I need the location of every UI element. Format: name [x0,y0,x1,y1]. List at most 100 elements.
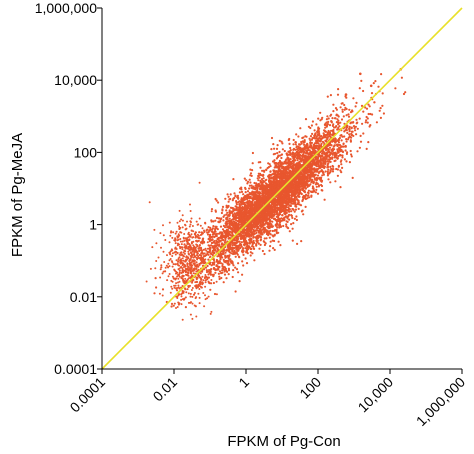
data-point [337,155,340,158]
data-point [319,138,322,141]
data-point [294,148,297,151]
data-point [343,135,346,138]
data-point [236,237,239,241]
data-point [340,118,344,121]
data-point [278,154,281,157]
data-point [218,277,221,281]
data-point [281,171,284,174]
data-point [264,242,267,245]
data-point [311,185,314,188]
data-point [234,266,237,269]
data-point [227,200,230,203]
data-point [288,218,291,221]
data-point [364,106,367,109]
data-point [250,234,253,238]
data-point [315,188,318,191]
data-point [254,222,257,225]
data-point [373,101,376,104]
data-point [285,206,288,209]
data-point [333,144,336,147]
data-point [279,160,282,163]
data-point [326,160,329,163]
data-point [278,208,281,212]
data-point [260,178,263,181]
data-point [235,268,239,271]
data-point [235,219,238,222]
data-point [241,260,244,263]
data-point [225,213,228,216]
data-point [242,247,245,250]
data-point [216,237,219,240]
data-point [250,247,253,251]
data-point [215,239,218,242]
data-point [332,123,335,126]
data-point [301,136,304,140]
data-point [250,237,253,240]
data-point [322,164,325,167]
data-point [253,226,256,229]
data-point [227,195,230,198]
data-point [348,133,351,136]
data-point [342,142,345,145]
data-point [316,192,320,195]
data-point [281,148,284,151]
data-point [321,174,324,177]
data-point [320,176,323,179]
data-point [307,157,310,160]
data-point [296,199,299,202]
data-point [286,189,289,192]
data-point [233,226,236,229]
data-point [224,197,227,200]
data-point [311,162,314,165]
data-point [337,165,340,168]
data-point [248,187,251,190]
data-point [245,245,248,248]
data-point [290,223,293,226]
data-point [253,259,256,262]
data-point [265,219,268,222]
data-point [235,214,238,218]
data-point [226,216,229,219]
data-point [184,306,187,309]
data-point [340,163,343,166]
data-point [347,113,350,116]
data-point [286,209,289,212]
data-point [293,159,296,162]
data-point [222,251,225,254]
data-point [256,214,259,217]
data-point [229,260,232,263]
data-point [214,225,217,228]
data-point [365,115,368,119]
data-point [309,164,312,167]
data-point [239,216,242,219]
data-point [267,162,270,165]
data-point [329,169,332,172]
data-point [302,213,305,216]
data-point [227,247,230,250]
data-point [231,244,234,247]
data-point [259,236,263,239]
data-point [233,252,236,255]
data-point [287,168,290,171]
data-point [310,170,313,173]
data-point [246,228,249,231]
data-point [250,184,253,187]
data-point [291,239,294,242]
data-point [271,187,274,190]
data-point [261,249,264,253]
data-point [276,144,279,147]
data-point [324,122,327,125]
data-point [231,249,234,252]
data-point [251,162,254,165]
data-point [321,154,324,157]
data-point [254,229,257,232]
data-point [333,156,336,159]
data-point [252,223,255,226]
data-point [255,231,258,234]
data-point [350,132,353,135]
data-point [269,181,272,184]
data-point [332,132,335,135]
data-point [234,195,237,198]
data-point [227,263,230,266]
data-point [303,139,306,142]
